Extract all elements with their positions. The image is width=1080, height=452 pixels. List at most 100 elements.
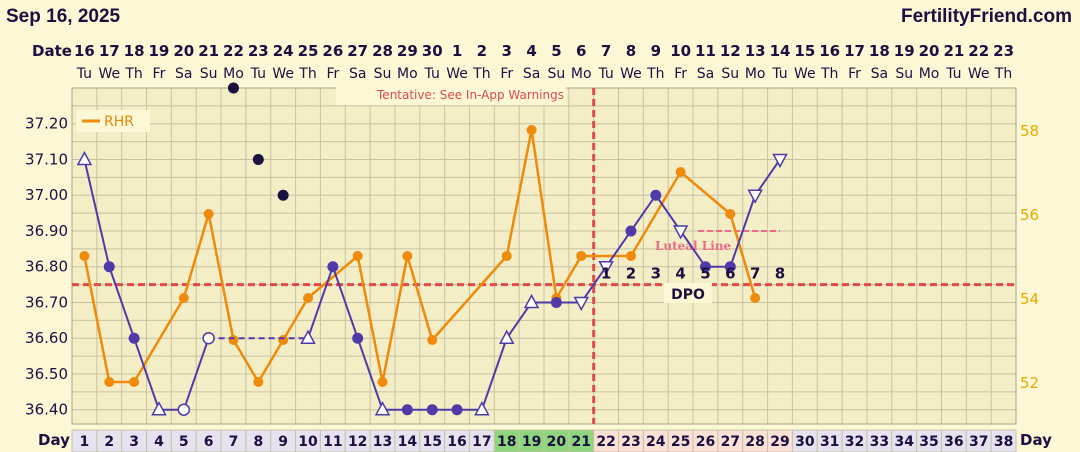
- date-label: 20: [919, 42, 940, 60]
- legend-rhr-label: RHR: [104, 114, 134, 130]
- dpo-number: 2: [626, 265, 636, 283]
- rhr-point: [79, 251, 90, 261]
- temp-point: [76, 150, 93, 166]
- rhr-point: [526, 125, 537, 135]
- dpo-number: 7: [750, 265, 760, 283]
- cycle-day-label: 29: [770, 434, 789, 450]
- temp-axis-label: 37.10: [25, 150, 68, 168]
- temp-point: [401, 404, 413, 416]
- date-label: 11: [695, 42, 716, 60]
- dpo-number: 4: [675, 265, 685, 283]
- temp-point: [474, 401, 490, 416]
- temp-point: [650, 189, 662, 201]
- temp-point: [128, 332, 140, 344]
- temp-axis-label: 37.20: [25, 115, 68, 133]
- weekday-label: Tu: [945, 66, 961, 82]
- weekday-label: Fr: [500, 66, 513, 82]
- cycle-day-label: 32: [845, 434, 864, 450]
- temp-point: [374, 401, 391, 416]
- cycle-day-label: 13: [373, 434, 392, 450]
- rhr-point: [402, 251, 413, 261]
- cycle-day-label: 28: [745, 434, 764, 450]
- date-label: 29: [397, 42, 418, 60]
- date-label: 25: [298, 42, 319, 60]
- rhr-point: [104, 377, 115, 387]
- cycle-day-label: 6: [204, 434, 214, 450]
- temp-point: [672, 225, 689, 240]
- cycle-day-label: 15: [422, 434, 441, 450]
- cycle-day-label: 23: [621, 434, 640, 450]
- cycle-day-label: 10: [298, 434, 318, 450]
- weekday-label: Th: [124, 66, 142, 82]
- date-label: 26: [322, 42, 343, 60]
- cycle-day-label: 18: [497, 434, 516, 450]
- temp-point: [625, 225, 637, 237]
- weekday-label: Sa: [871, 66, 888, 82]
- temperature-series: [76, 82, 788, 416]
- date-label: 22: [968, 42, 989, 60]
- date-label: 18: [124, 42, 145, 60]
- temp-point: [699, 261, 711, 273]
- temp-point: [724, 261, 736, 273]
- cycle-day-label: 7: [229, 434, 239, 450]
- weekday-label: Tu: [250, 66, 266, 82]
- date-label: 19: [149, 42, 170, 60]
- weekday-label: Fr: [326, 66, 339, 82]
- cycle-day-label: 12: [348, 434, 367, 450]
- cycle-day-label: 16: [447, 434, 466, 450]
- date-label: 16: [74, 42, 95, 60]
- date-label: 23: [993, 42, 1014, 60]
- cycle-day-label: 35: [919, 434, 938, 450]
- site-brand: FertilityFriend.com: [901, 6, 1072, 27]
- rhr-point: [576, 251, 587, 261]
- cycle-day-label: 19: [522, 434, 541, 450]
- rhr-point: [625, 251, 636, 261]
- dpo-number: 5: [700, 265, 710, 283]
- temp-outlier-point: [277, 189, 289, 201]
- date-label: 19: [894, 42, 915, 60]
- weekday-label: Mo: [397, 66, 418, 82]
- temp-point: [300, 329, 316, 344]
- cycle-day-label: 14: [398, 434, 418, 450]
- temp-point: [498, 329, 515, 344]
- temp-point: [747, 189, 763, 204]
- luteal-line-label: Luteal Line: [655, 239, 732, 253]
- temp-point: [451, 404, 463, 416]
- date-label: 20: [173, 42, 194, 60]
- weekday-label: Fr: [153, 66, 166, 82]
- rhr-point: [675, 167, 686, 177]
- cycle-day-label: 4: [154, 434, 164, 450]
- temp-point: [772, 153, 788, 169]
- weekday-label: Th: [472, 66, 490, 82]
- rhr-axis-label: 56: [1020, 206, 1039, 224]
- temp-point: [550, 296, 562, 308]
- y-axis-labels: 37.20 37.10 37.00 36.90 36.80 36.70 36.60 36.50…: [25, 115, 1039, 419]
- rhr-axis-label: 58: [1020, 122, 1039, 140]
- date-label: 27: [347, 42, 368, 60]
- temp-point: [327, 261, 339, 273]
- temp-point: [177, 403, 191, 416]
- tentative-note-box: [336, 84, 566, 105]
- dpo-number: 1: [601, 265, 611, 283]
- rhr-axis-label: 54: [1020, 290, 1039, 308]
- temp-axis-label: 36.60: [25, 329, 68, 347]
- date-label: 22: [223, 42, 244, 60]
- rhr-point: [278, 335, 289, 345]
- weekday-label: Mo: [571, 66, 592, 82]
- weekday-label: Sa: [697, 66, 714, 82]
- cycle-day-label: 20: [547, 434, 567, 450]
- temp-point: [202, 331, 215, 345]
- date-label: 8: [626, 42, 636, 60]
- cycle-day-label: 36: [944, 434, 963, 450]
- weekday-label: Su: [548, 66, 566, 82]
- date-row-label: Date: [32, 42, 72, 60]
- rhr-point: [303, 293, 313, 303]
- cycle-day-label: 17: [472, 434, 491, 450]
- weekday-label: We: [98, 66, 120, 82]
- temp-axis-label: 36.80: [25, 258, 68, 276]
- cycle-day-label: 31: [820, 434, 839, 450]
- weekday-label: Tu: [771, 66, 787, 82]
- rhr-point: [203, 209, 214, 219]
- cycle-day-label: 24: [646, 434, 666, 450]
- temp-axis-label: 36.50: [25, 365, 68, 383]
